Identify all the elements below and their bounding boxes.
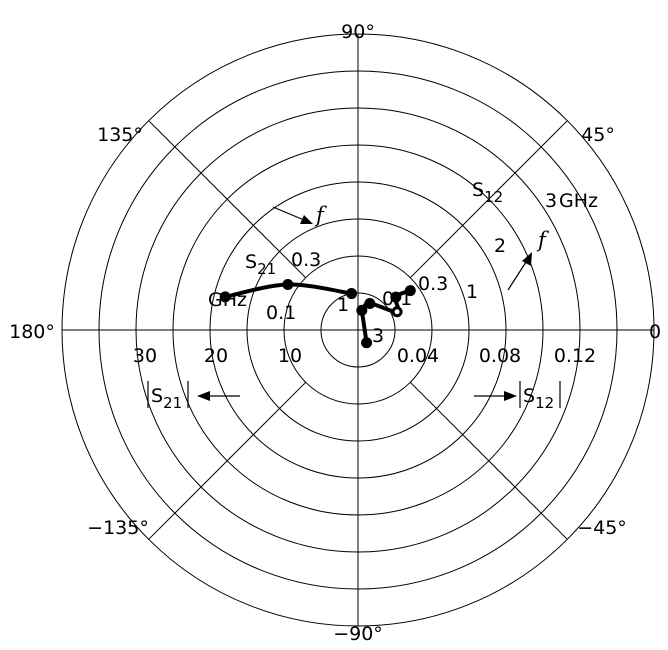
s21-point-1 <box>346 288 358 300</box>
s12-point-label-3: 3 <box>545 190 557 212</box>
grid-spoke--45 <box>409 381 568 540</box>
grid-spoke--135 <box>148 381 307 540</box>
angle-label-minus-135: −135° <box>87 517 149 539</box>
s21-series-label-sub: 21 <box>257 260 276 278</box>
s21-freq-label: f <box>314 203 327 227</box>
s12-series-label-s: S <box>472 179 484 201</box>
series-labels: S21 S12 <box>245 179 503 278</box>
angle-labels: 90° 45° 135° 180° 0 −45° −135° −90° <box>9 21 661 645</box>
s12-point-label-2: 2 <box>494 235 506 257</box>
s21-tick-20: 20 <box>204 345 228 367</box>
s12-direction-arrowhead <box>504 391 517 401</box>
s21-direction-arrowhead <box>197 391 210 401</box>
s12-point-2 <box>390 291 402 303</box>
s12-point-label-0.1: 0.1 <box>382 288 412 310</box>
angle-label-0: 0 <box>649 321 661 343</box>
s12-tick-0.08: 0.08 <box>479 345 521 367</box>
s12-freq-arrowhead <box>522 252 532 266</box>
s12-axis-label-s: S <box>523 385 535 407</box>
angle-label-45: 45° <box>581 124 615 146</box>
s12-series-label-sub: 12 <box>484 188 503 206</box>
s21-tick-30: 30 <box>133 345 157 367</box>
frequency-arrows: f f <box>272 203 549 291</box>
s12-point-label-3-low: 3 <box>372 325 384 347</box>
axis-names: S21 S12 <box>147 381 561 412</box>
s12-point-0.1 <box>356 304 368 316</box>
s21-freq-arrowhead <box>300 215 313 224</box>
point-labels: GHz 0.1 0.3 1 3 0.1 0.3 1 2 3 GHz <box>208 190 598 347</box>
s12-point-0.3 <box>364 297 376 309</box>
s12-point-3 <box>361 337 373 349</box>
s21-series-label: S21 <box>245 251 276 278</box>
s12-point-1 <box>391 306 403 318</box>
s12-axis-label: S12 <box>523 385 554 412</box>
grid-spoke-45 <box>409 120 568 279</box>
s21-point-0.3 <box>282 278 294 290</box>
s12-point-label-0.3: 0.3 <box>418 273 448 295</box>
s21-point-label-0.1: 0.1 <box>266 302 296 324</box>
s12-point-3 <box>404 285 416 297</box>
s21-axis-label-sub: 21 <box>163 394 182 412</box>
s12-freq-arrow <box>507 261 527 291</box>
polar-grid <box>61 33 655 627</box>
s21-point-0.1 <box>219 291 231 303</box>
s21-point-label-unit: GHz <box>208 289 247 311</box>
s21-axis-label-s: S <box>151 385 163 407</box>
s12-point-label-unit: GHz <box>559 190 598 212</box>
s21-axis-label: S21 <box>151 385 182 412</box>
angle-label-90: 90° <box>341 21 375 43</box>
s12-tick-0.04: 0.04 <box>397 345 439 367</box>
s12-series-label: S12 <box>472 179 503 206</box>
s21-point-label-1: 1 <box>337 294 349 316</box>
s21-point-label-0.3: 0.3 <box>291 249 321 271</box>
s12-tick-0.12: 0.12 <box>554 345 596 367</box>
data-points <box>219 278 416 349</box>
magnitude-tick-labels: 30 20 10 0.04 0.08 0.12 <box>133 345 596 367</box>
angle-label-135: 135° <box>97 124 143 146</box>
s12-freq-label: f <box>536 228 549 252</box>
angle-label-minus-45: −45° <box>577 517 627 539</box>
grid-spoke-135 <box>148 120 307 279</box>
angle-label-180: 180° <box>9 321 55 343</box>
s12-point-label-1: 1 <box>466 281 478 303</box>
s21-freq-arrow <box>272 206 305 221</box>
s21-series-label-s: S <box>245 251 257 273</box>
s21-tick-10: 10 <box>278 345 302 367</box>
angle-label-minus-90: −90° <box>333 623 383 645</box>
s12-axis-label-sub: 12 <box>535 394 554 412</box>
